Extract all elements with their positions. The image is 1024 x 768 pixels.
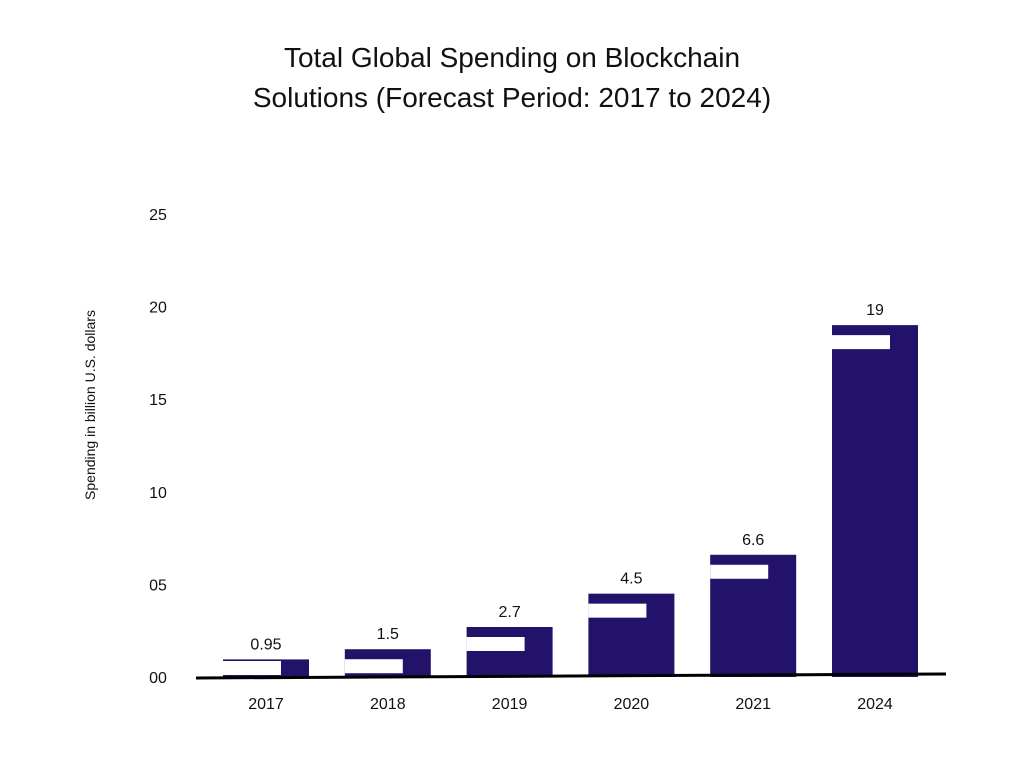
data-label: 0.95 bbox=[250, 636, 281, 653]
x-axis-line bbox=[195, 672, 947, 680]
data-label: 1.5 bbox=[377, 626, 399, 643]
chart-title-line-2: Solutions (Forecast Period: 2017 to 2024… bbox=[252, 82, 772, 113]
y-tick-label: 05 bbox=[149, 577, 167, 594]
bar bbox=[832, 325, 918, 677]
bar-notch bbox=[710, 564, 769, 579]
y-tick-label: 10 bbox=[149, 485, 167, 502]
bar-notch bbox=[588, 603, 647, 618]
bar-notch bbox=[832, 335, 890, 350]
x-tick-label: 2019 bbox=[492, 696, 528, 713]
x-tick-label: 2020 bbox=[614, 696, 650, 713]
x-tick-label: 2018 bbox=[370, 696, 406, 713]
x-tick-label: 2021 bbox=[735, 696, 771, 713]
data-label: 4.5 bbox=[620, 571, 642, 588]
y-tick-label: 00 bbox=[149, 670, 167, 687]
x-tick-label: 2024 bbox=[857, 696, 893, 713]
bar-notch bbox=[466, 636, 525, 651]
chart-title-line-1: Total Global Spending on Blockchain bbox=[283, 42, 741, 73]
chart-title: Total Global Spending on Blockchain Solu… bbox=[0, 38, 1024, 118]
x-tick-label: 2017 bbox=[248, 696, 284, 713]
data-label: 6.6 bbox=[742, 532, 764, 549]
bar-notch bbox=[344, 659, 403, 674]
y-tick-label: 15 bbox=[149, 392, 167, 409]
bar-notch bbox=[223, 661, 281, 675]
y-tick-label: 25 bbox=[149, 207, 167, 224]
data-label: 2.7 bbox=[498, 604, 520, 621]
data-label: 19 bbox=[866, 302, 884, 319]
bar bbox=[466, 626, 553, 677]
y-tick-label: 20 bbox=[149, 300, 167, 317]
